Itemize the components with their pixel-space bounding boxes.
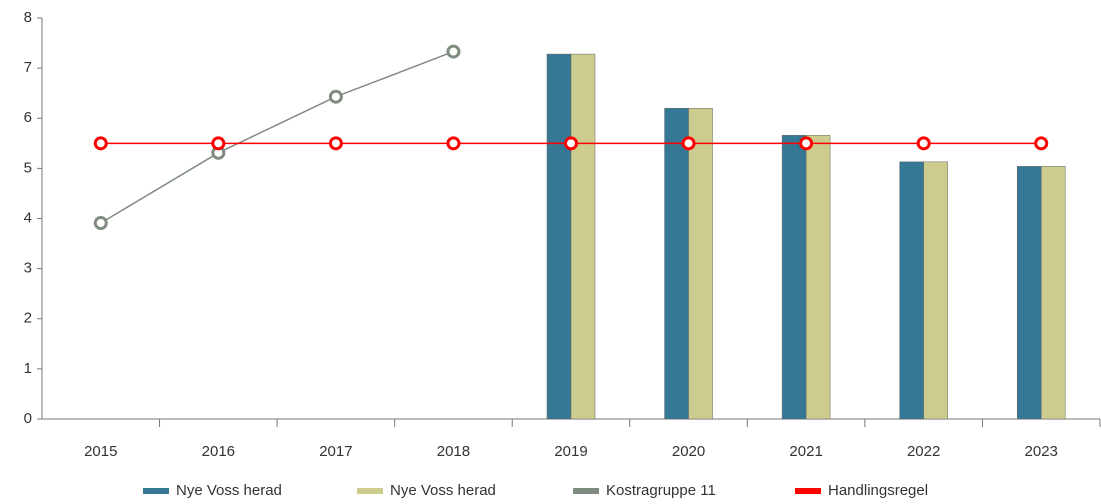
- x-tick-label: 2022: [907, 443, 940, 460]
- marker: [93, 216, 108, 231]
- bar: [570, 53, 596, 420]
- marker: [446, 44, 461, 59]
- x-tick-label: 2023: [1025, 443, 1058, 460]
- y-tick-label: 7: [24, 59, 32, 76]
- x-tick-label: 2015: [84, 443, 117, 460]
- marker: [1034, 136, 1049, 151]
- line: [100, 50, 454, 224]
- legend-swatch: [795, 488, 821, 494]
- legend-label: Nye Voss herad: [390, 482, 496, 499]
- x-tick-label: 2020: [672, 443, 705, 460]
- legend-label: Nye Voss herad: [176, 482, 282, 499]
- marker: [681, 136, 696, 151]
- y-tick-label: 0: [24, 410, 32, 427]
- bar: [664, 107, 689, 420]
- y-tick-label: 5: [24, 159, 32, 176]
- x-tick-label: 2021: [789, 443, 822, 460]
- legend-swatch: [573, 488, 599, 494]
- y-tick-label: 8: [24, 9, 32, 26]
- bar: [899, 161, 924, 420]
- y-tick-label: 3: [24, 260, 32, 277]
- marker: [446, 136, 461, 151]
- marker: [328, 89, 343, 104]
- bar: [1040, 166, 1066, 420]
- legend-label: Handlingsregel: [828, 482, 928, 499]
- x-tick-label: 2018: [437, 443, 470, 460]
- x-tick-label: 2016: [202, 443, 235, 460]
- y-tick-label: 1: [24, 360, 32, 377]
- marker: [211, 136, 226, 151]
- legend-swatch: [357, 488, 383, 494]
- marker: [799, 136, 814, 151]
- bar: [781, 135, 807, 420]
- marker: [916, 136, 931, 151]
- x-tick-label: 2017: [319, 443, 352, 460]
- marker: [564, 136, 578, 151]
- bar: [923, 161, 948, 420]
- bar: [546, 53, 572, 420]
- marker: [93, 136, 108, 151]
- marker: [328, 136, 343, 151]
- bar: [1016, 166, 1042, 420]
- y-tick-label: 4: [24, 209, 32, 226]
- x-tick-label: 2019: [554, 443, 587, 460]
- bar: [688, 107, 713, 420]
- y-tick-label: 2: [24, 310, 32, 327]
- legend-label: Kostragruppe 11: [606, 482, 716, 499]
- y-tick-label: 6: [24, 109, 32, 126]
- bar: [805, 135, 831, 420]
- legend-swatch: [143, 488, 169, 494]
